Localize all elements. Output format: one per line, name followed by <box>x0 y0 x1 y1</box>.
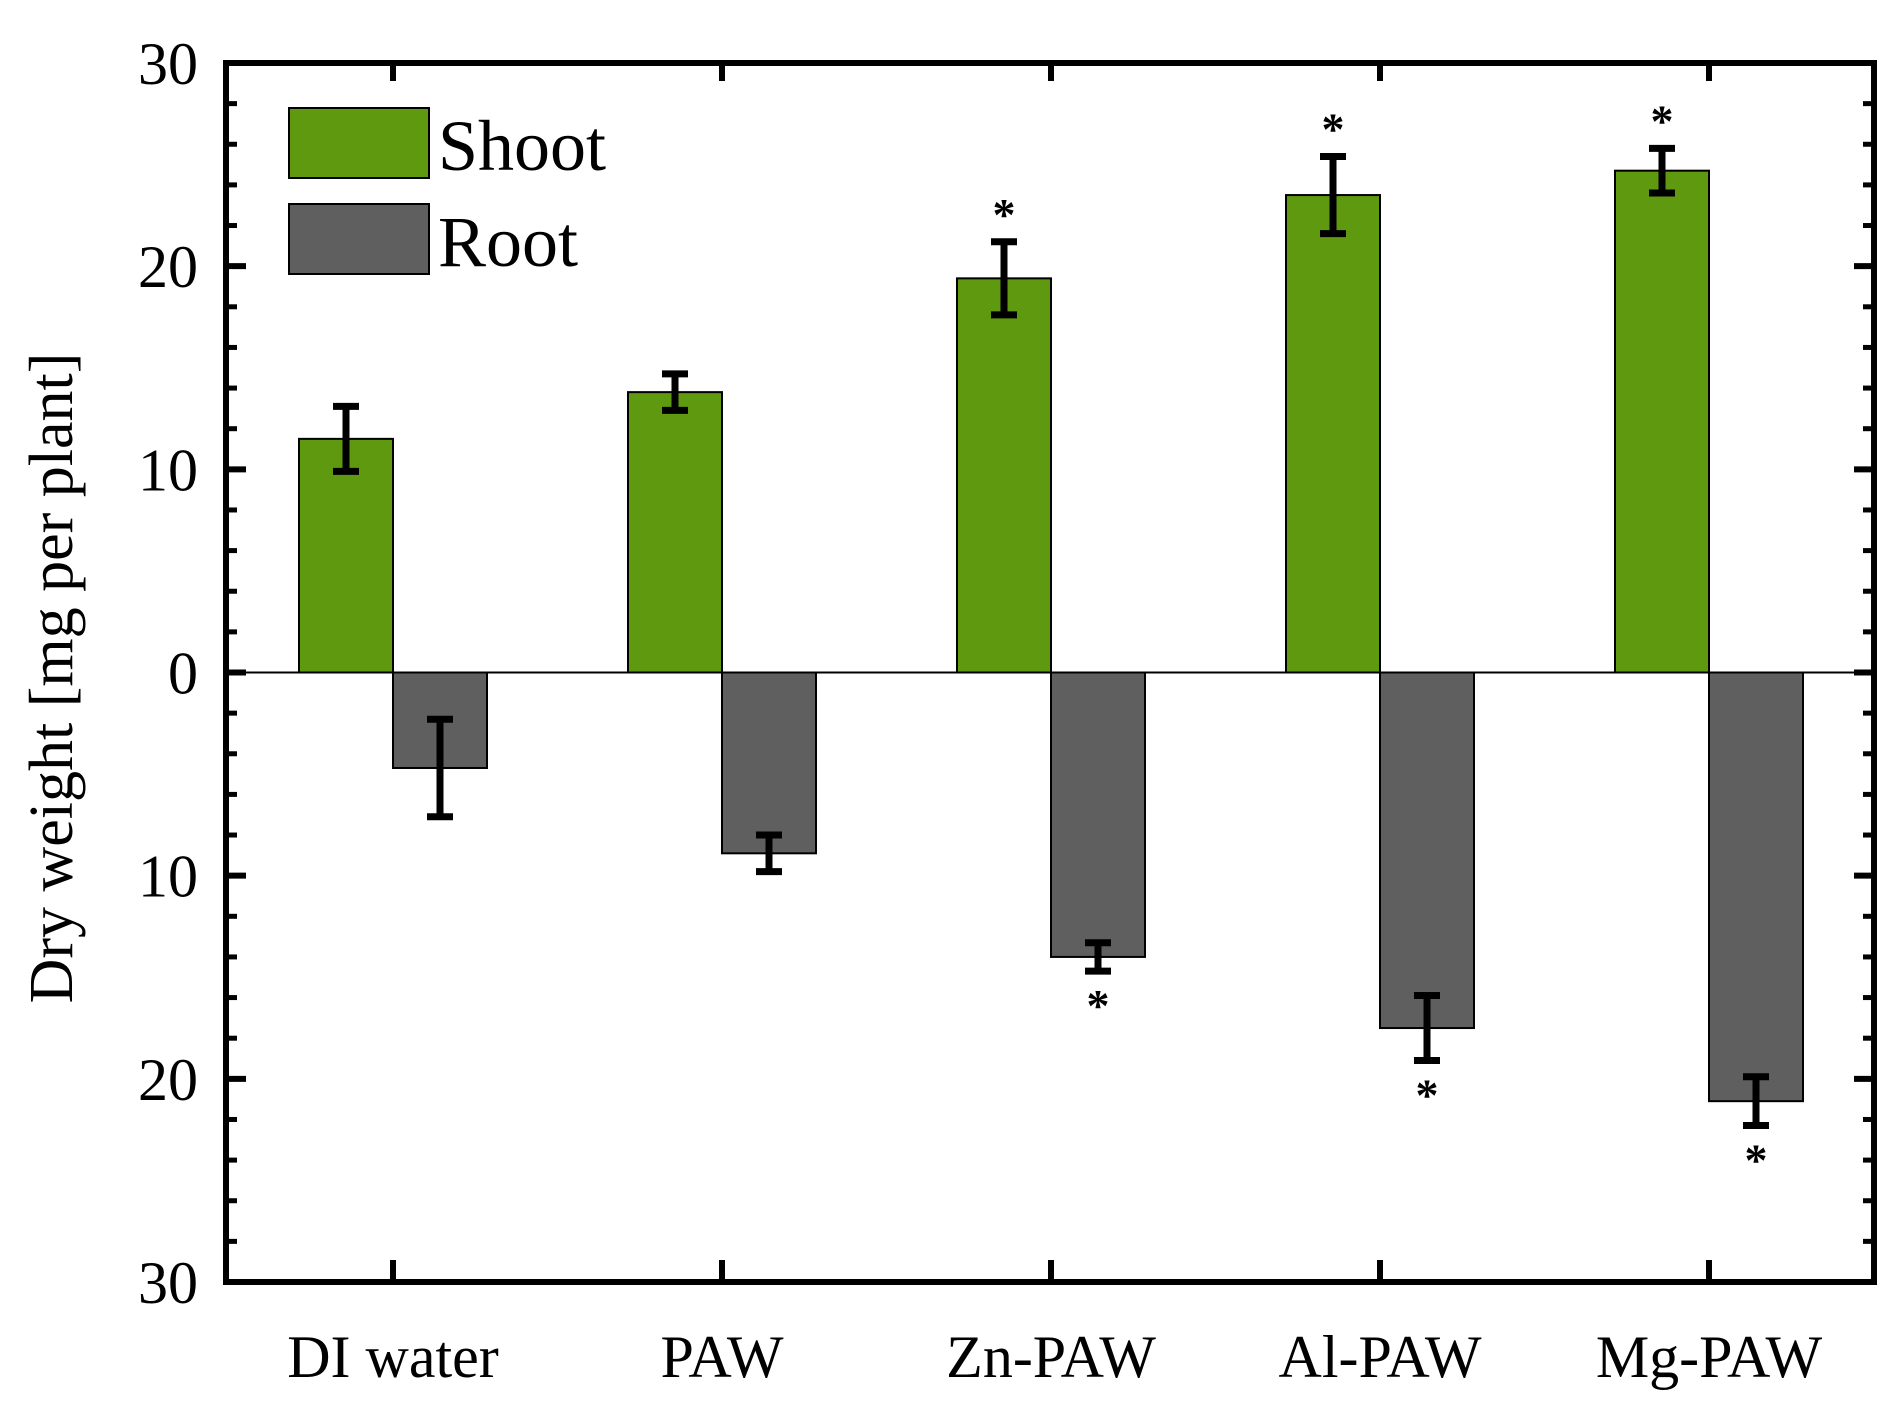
bar-shoot-5 <box>1614 169 1710 674</box>
significance-star-root-4: * <box>1416 1070 1439 1121</box>
legend-label-shoot: Shoot <box>438 106 606 186</box>
significance-star-root-5: * <box>1745 1135 1768 1186</box>
error-bar-root-3 <box>1085 939 1111 975</box>
significance-star-root-3: * <box>1087 980 1110 1031</box>
bar-shoot-3 <box>956 277 1052 674</box>
bar-root-3 <box>1050 671 1146 958</box>
error-bar-root-2 <box>756 831 782 876</box>
y-tick-label-4: 10 <box>138 844 198 910</box>
axes: 30 20 10 0 10 20 30 DI water PAW Zn-PAW Al-PAW Mg-P… <box>138 31 1877 1390</box>
error-bar-shoot-5 <box>1649 144 1675 197</box>
y-tick-label-1: 20 <box>138 234 198 300</box>
y-tick-label-2: 10 <box>138 437 198 503</box>
x-tick-label-1: DI water <box>287 1324 499 1390</box>
bar-root-2 <box>721 671 817 855</box>
error-bar-root-4 <box>1414 992 1440 1065</box>
error-bar-shoot-1 <box>333 402 359 475</box>
x-tick-label-2: PAW <box>660 1324 783 1390</box>
error-bar-root-1 <box>427 715 453 821</box>
legend: Shoot Root <box>288 106 606 282</box>
bar-root-4 <box>1379 671 1475 1030</box>
error-bar-shoot-2 <box>662 370 688 414</box>
significance-star-shoot-5: * <box>1651 95 1674 146</box>
y-tick-label-5: 20 <box>138 1047 198 1113</box>
error-bar-root-5 <box>1743 1073 1769 1130</box>
error-bar-shoot-4 <box>1320 152 1346 238</box>
significance-star-shoot-3: * <box>993 189 1016 240</box>
y-tick-label-0: 30 <box>138 31 198 97</box>
bar-shoot-4 <box>1285 194 1381 674</box>
y-axis-label: Dry weight [mg per plant] <box>18 353 86 1004</box>
x-tick-label-5: Mg-PAW <box>1596 1324 1823 1390</box>
significance-star-shoot-4: * <box>1322 103 1345 154</box>
bar-root-5 <box>1708 671 1804 1103</box>
legend-label-root: Root <box>438 202 578 282</box>
bar-shoot-1 <box>298 437 394 674</box>
x-tick-label-4: Al-PAW <box>1279 1324 1482 1390</box>
plot-area: * * * * * * <box>226 95 1874 1186</box>
y-tick-label-6: 30 <box>138 1250 198 1316</box>
y-tick-label-3: 0 <box>168 641 198 707</box>
legend-swatch-shoot <box>288 107 430 179</box>
x-tick-label-3: Zn-PAW <box>946 1324 1156 1390</box>
legend-swatch-root <box>288 203 430 275</box>
bar-shoot-2 <box>627 391 723 674</box>
error-bar-shoot-3 <box>991 238 1017 319</box>
